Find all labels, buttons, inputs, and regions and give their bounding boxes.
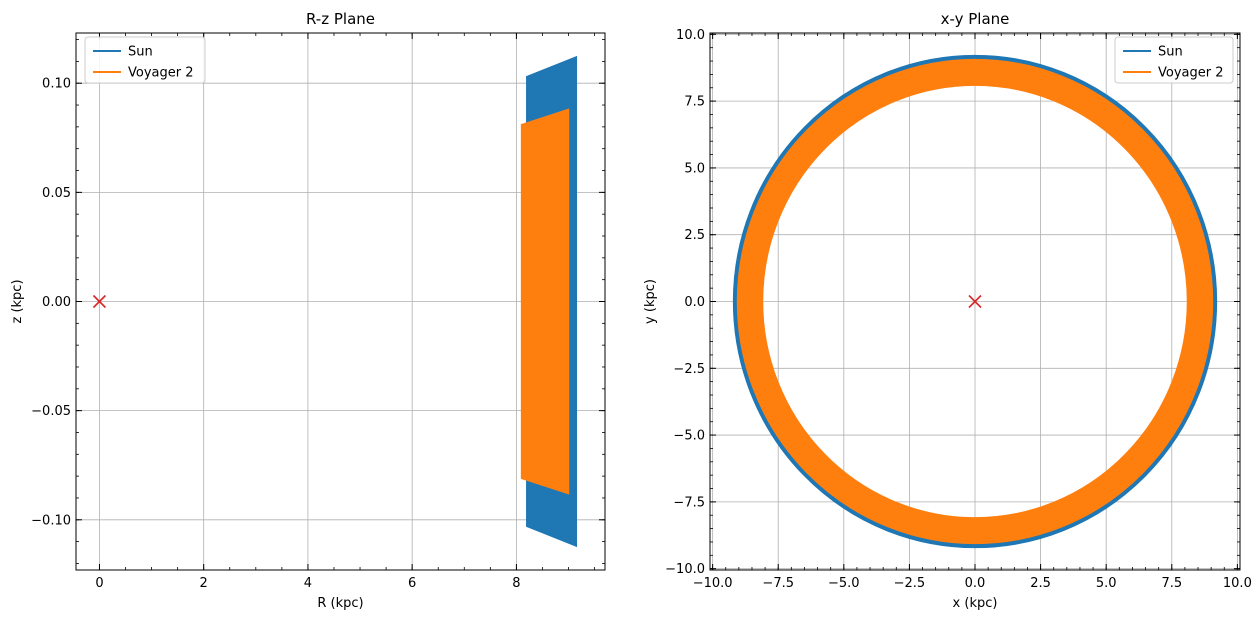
x-tick-label: 4 [304, 576, 312, 591]
x-tick-label: 0.0 [965, 576, 986, 591]
x-tick-label: 2.5 [1030, 576, 1051, 591]
y-tick-label: −10.0 [665, 562, 705, 577]
x-tick-label: 6 [408, 576, 416, 591]
y-tick-label: −5.0 [673, 429, 705, 444]
legend: Sun Voyager 2 [1114, 36, 1234, 84]
x-tick-label: 8 [512, 576, 520, 591]
y-axis-label: y (kpc) [643, 279, 658, 324]
x-tick-label: −7.5 [762, 576, 794, 591]
x-tick-label: 10.0 [1223, 576, 1252, 591]
y-axis-label: z (kpc) [10, 279, 25, 323]
center-marker [92, 294, 107, 309]
y-tick-label: 0.00 [42, 295, 71, 310]
series-voyager-2-ring [736, 58, 1214, 545]
legend-label: Sun [1158, 45, 1183, 60]
rz-plane-panel: 0 2 4 6 8 −0.10 −0.05 0.00 0.05 0.10 R-z Plane R (k… [10, 10, 606, 611]
legend-label: Voyager 2 [1158, 66, 1224, 81]
y-tick-label: 0.10 [42, 77, 71, 92]
data-area [520, 55, 578, 548]
data-area [732, 54, 1218, 549]
x-tick-label: −2.5 [894, 576, 926, 591]
y-tick-label: 7.5 [684, 95, 705, 110]
y-tick-label: 10.0 [676, 28, 705, 43]
y-tick-label: 0.05 [42, 186, 71, 201]
x-tick-label: −5.0 [828, 576, 860, 591]
x-axis-label: x (kpc) [953, 596, 998, 611]
x-tick-label: 0 [95, 576, 103, 591]
series-voyager-2-band [520, 108, 570, 495]
y-tick-label: 0.0 [684, 295, 705, 310]
x-axis-label: R (kpc) [317, 596, 363, 611]
x-tick-label: 7.5 [1161, 576, 1182, 591]
chart-title: R-z Plane [306, 10, 375, 28]
legend-label: Sun [128, 45, 153, 60]
y-tick-label: −7.5 [673, 495, 705, 510]
y-tick-label: 2.5 [684, 228, 705, 243]
y-tick-label: 5.0 [684, 161, 705, 176]
xy-plane-panel: −10.0 −7.5 −5.0 −2.5 0.0 2.5 5.0 7.5 10.0 −10.0 −7… [643, 10, 1252, 611]
x-tick-label: 5.0 [1096, 576, 1117, 591]
legend: Sun Voyager 2 [84, 36, 206, 84]
chart-title: x-y Plane [941, 10, 1010, 28]
y-tick-label: −2.5 [673, 362, 705, 377]
x-tick-label: 2 [200, 576, 208, 591]
x-tick-label: −10.0 [693, 576, 733, 591]
legend-label: Voyager 2 [128, 66, 194, 81]
y-tick-label: −0.05 [31, 404, 71, 419]
y-tick-label: −0.10 [31, 513, 71, 528]
center-marker [968, 294, 982, 309]
